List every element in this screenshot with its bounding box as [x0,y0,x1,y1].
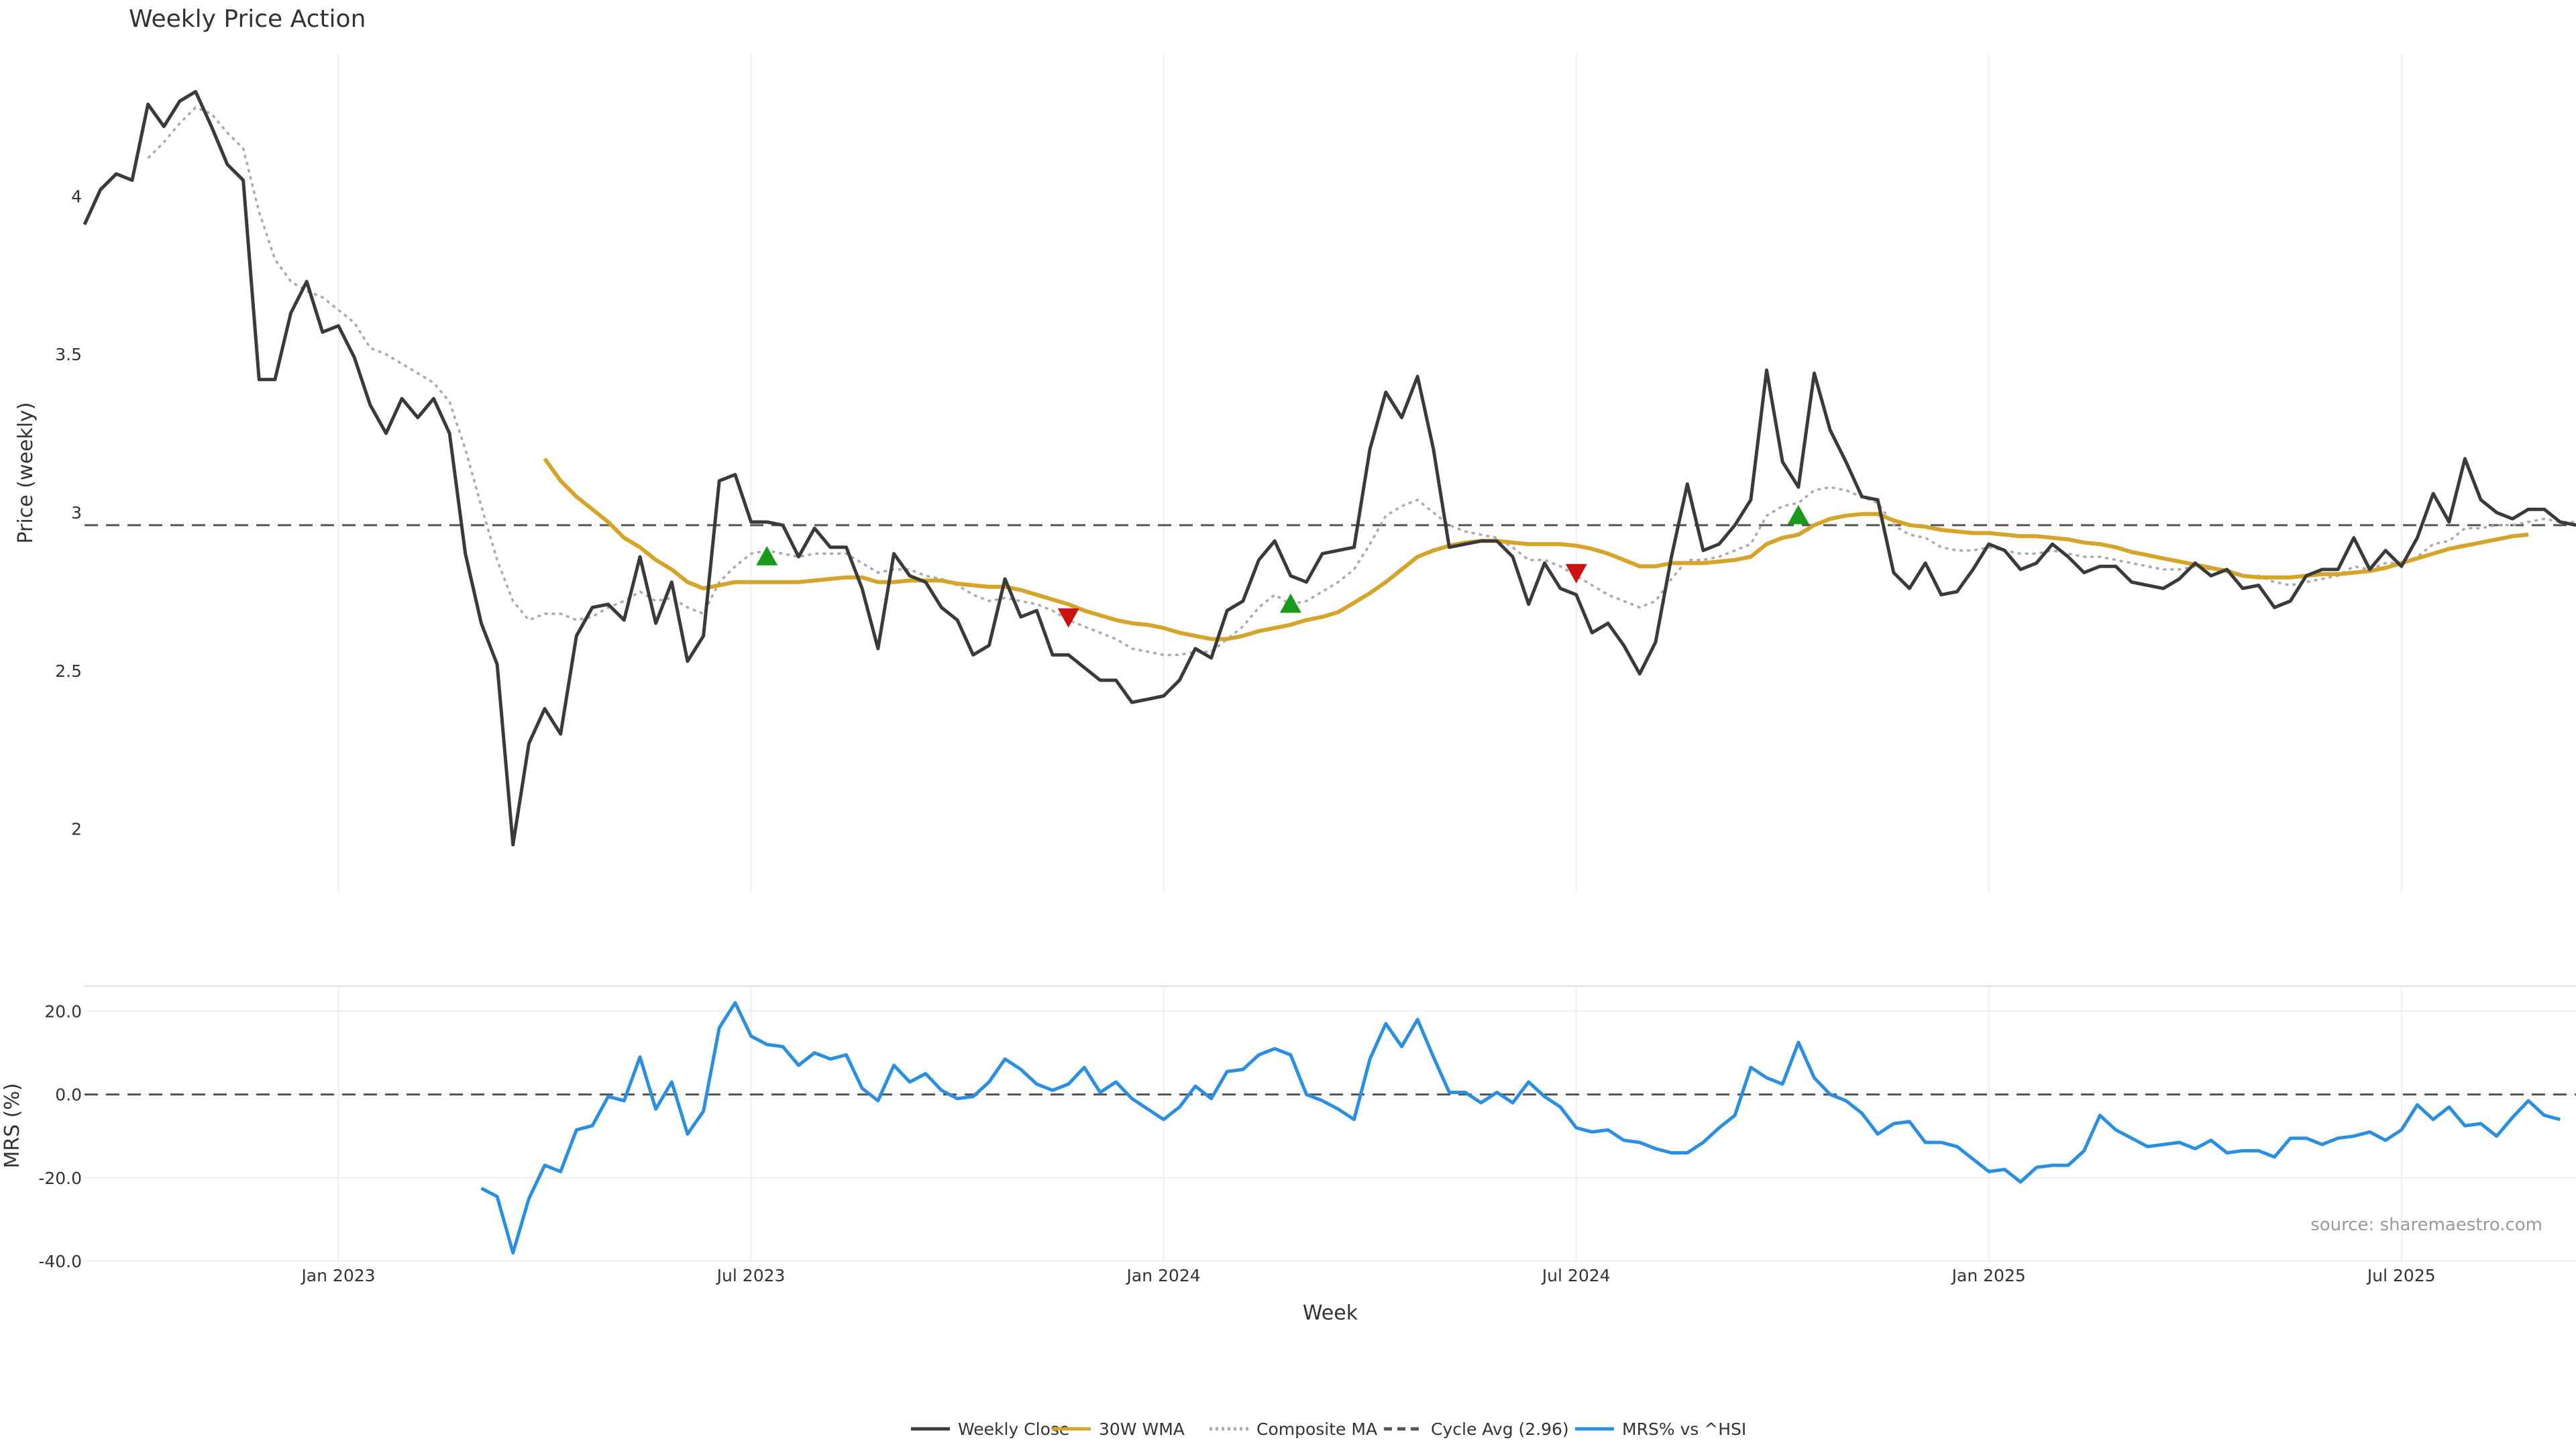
sell-signal-marker [1057,608,1079,628]
chart-title: Weekly Price Action [129,5,366,33]
mrs-y-tick-label: 20.0 [44,1002,82,1021]
price-y-tick-label: 4 [71,186,82,206]
price-y-tick-label: 2.5 [55,661,82,681]
weekly-close-line [83,90,2576,847]
mrs-y-axis-label: MRS (%) [1,1083,24,1168]
x-axis-label: Week [1303,1301,1358,1325]
mrs-y-ticks: -40.0 -20.0 0.0 20.0 [38,1002,82,1271]
buy-signal-marker [1787,504,1809,525]
legend-label: Composite MA [1256,1419,1377,1439]
signal-markers [756,504,1809,628]
legend-label: Weekly Close [958,1419,1069,1439]
x-tick-label: Jul 2025 [2366,1266,2436,1285]
sell-signal-marker [1565,564,1587,584]
price-y-tick-label: 3.5 [55,345,82,364]
price-gridlines [337,54,2402,892]
price-y-axis-label: Price (weekly) [14,402,38,543]
legend-item: Weekly Close [911,1419,1069,1439]
legend-label: 30W WMA [1099,1419,1185,1439]
price-panel: Weekly Price Action 2 2.5 3 3.5 4 Price (wee… [14,5,2576,892]
mrs-y-tick-label: 0.0 [55,1085,82,1105]
x-tick-label: Jul 2023 [716,1266,786,1285]
buy-signal-marker [1279,593,1301,613]
legend: Weekly Close 30W WMA Composite MA Cycle Avg… [911,1419,1746,1439]
mrs-y-tick-label: -40.0 [38,1252,82,1271]
composite-ma-line [147,106,2576,656]
legend-item: Composite MA [1210,1419,1377,1439]
mrs-gridlines [85,986,2576,1262]
x-axis-ticks: Jan 2023 Jul 2023 Jan 2024 Jul 2024 Jan 2025… [300,1266,2435,1285]
x-tick-label: Jan 2024 [1126,1266,1201,1285]
legend-item: MRS% vs ^HSI [1575,1419,1746,1439]
buy-signal-marker [756,546,778,566]
mrs-line [480,1001,2561,1255]
mrs-panel: -40.0 -20.0 0.0 20.0 MRS (%) source: sharem… [1,985,2576,1325]
x-tick-label: Jul 2024 [1541,1266,1611,1285]
legend-label: Cycle Avg (2.96) [1431,1419,1569,1439]
legend-label: MRS% vs ^HSI [1622,1419,1746,1439]
legend-item: Cycle Avg (2.96) [1384,1419,1569,1439]
source-note: source: sharemaestro.com [2310,1215,2542,1235]
x-tick-label: Jan 2023 [300,1266,375,1285]
price-y-tick-label: 2 [71,820,82,839]
mrs-y-tick-label: -20.0 [38,1169,82,1188]
x-tick-label: Jan 2025 [1951,1266,2026,1285]
price-y-tick-label: 3 [71,503,82,523]
price-y-ticks: 2 2.5 3 3.5 4 [55,186,82,839]
legend-item: 30W WMA [1052,1419,1185,1439]
